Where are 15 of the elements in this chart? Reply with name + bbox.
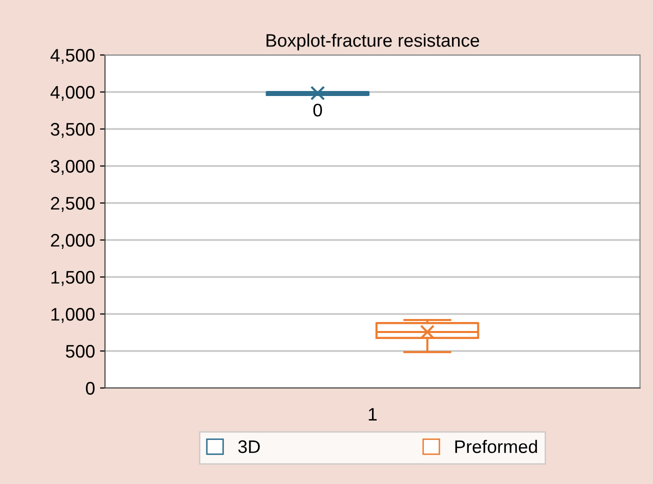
annotation: 0	[313, 104, 322, 117]
x-tick-label: 1	[368, 408, 377, 421]
y-tick-label: 3,500	[50, 122, 95, 138]
y-tick-label: 4,000	[50, 86, 95, 101]
chart-title: Boxplot-fracture resistance	[266, 34, 480, 50]
y-tick-label: 2,000	[51, 234, 95, 249]
y-tick-label: 4,500	[50, 48, 95, 64]
y-tick-label: 3,000	[50, 160, 95, 175]
legend-label: 3D	[238, 440, 260, 454]
y-tick-label: 500	[66, 344, 95, 358]
y-tick-label: 1,500	[51, 270, 95, 286]
y-tick-label: 1,000	[51, 308, 95, 323]
y-tick-label: 2,500	[51, 196, 95, 212]
legend-label: Preformed	[455, 440, 537, 454]
y-tick-label: 0	[86, 382, 95, 395]
